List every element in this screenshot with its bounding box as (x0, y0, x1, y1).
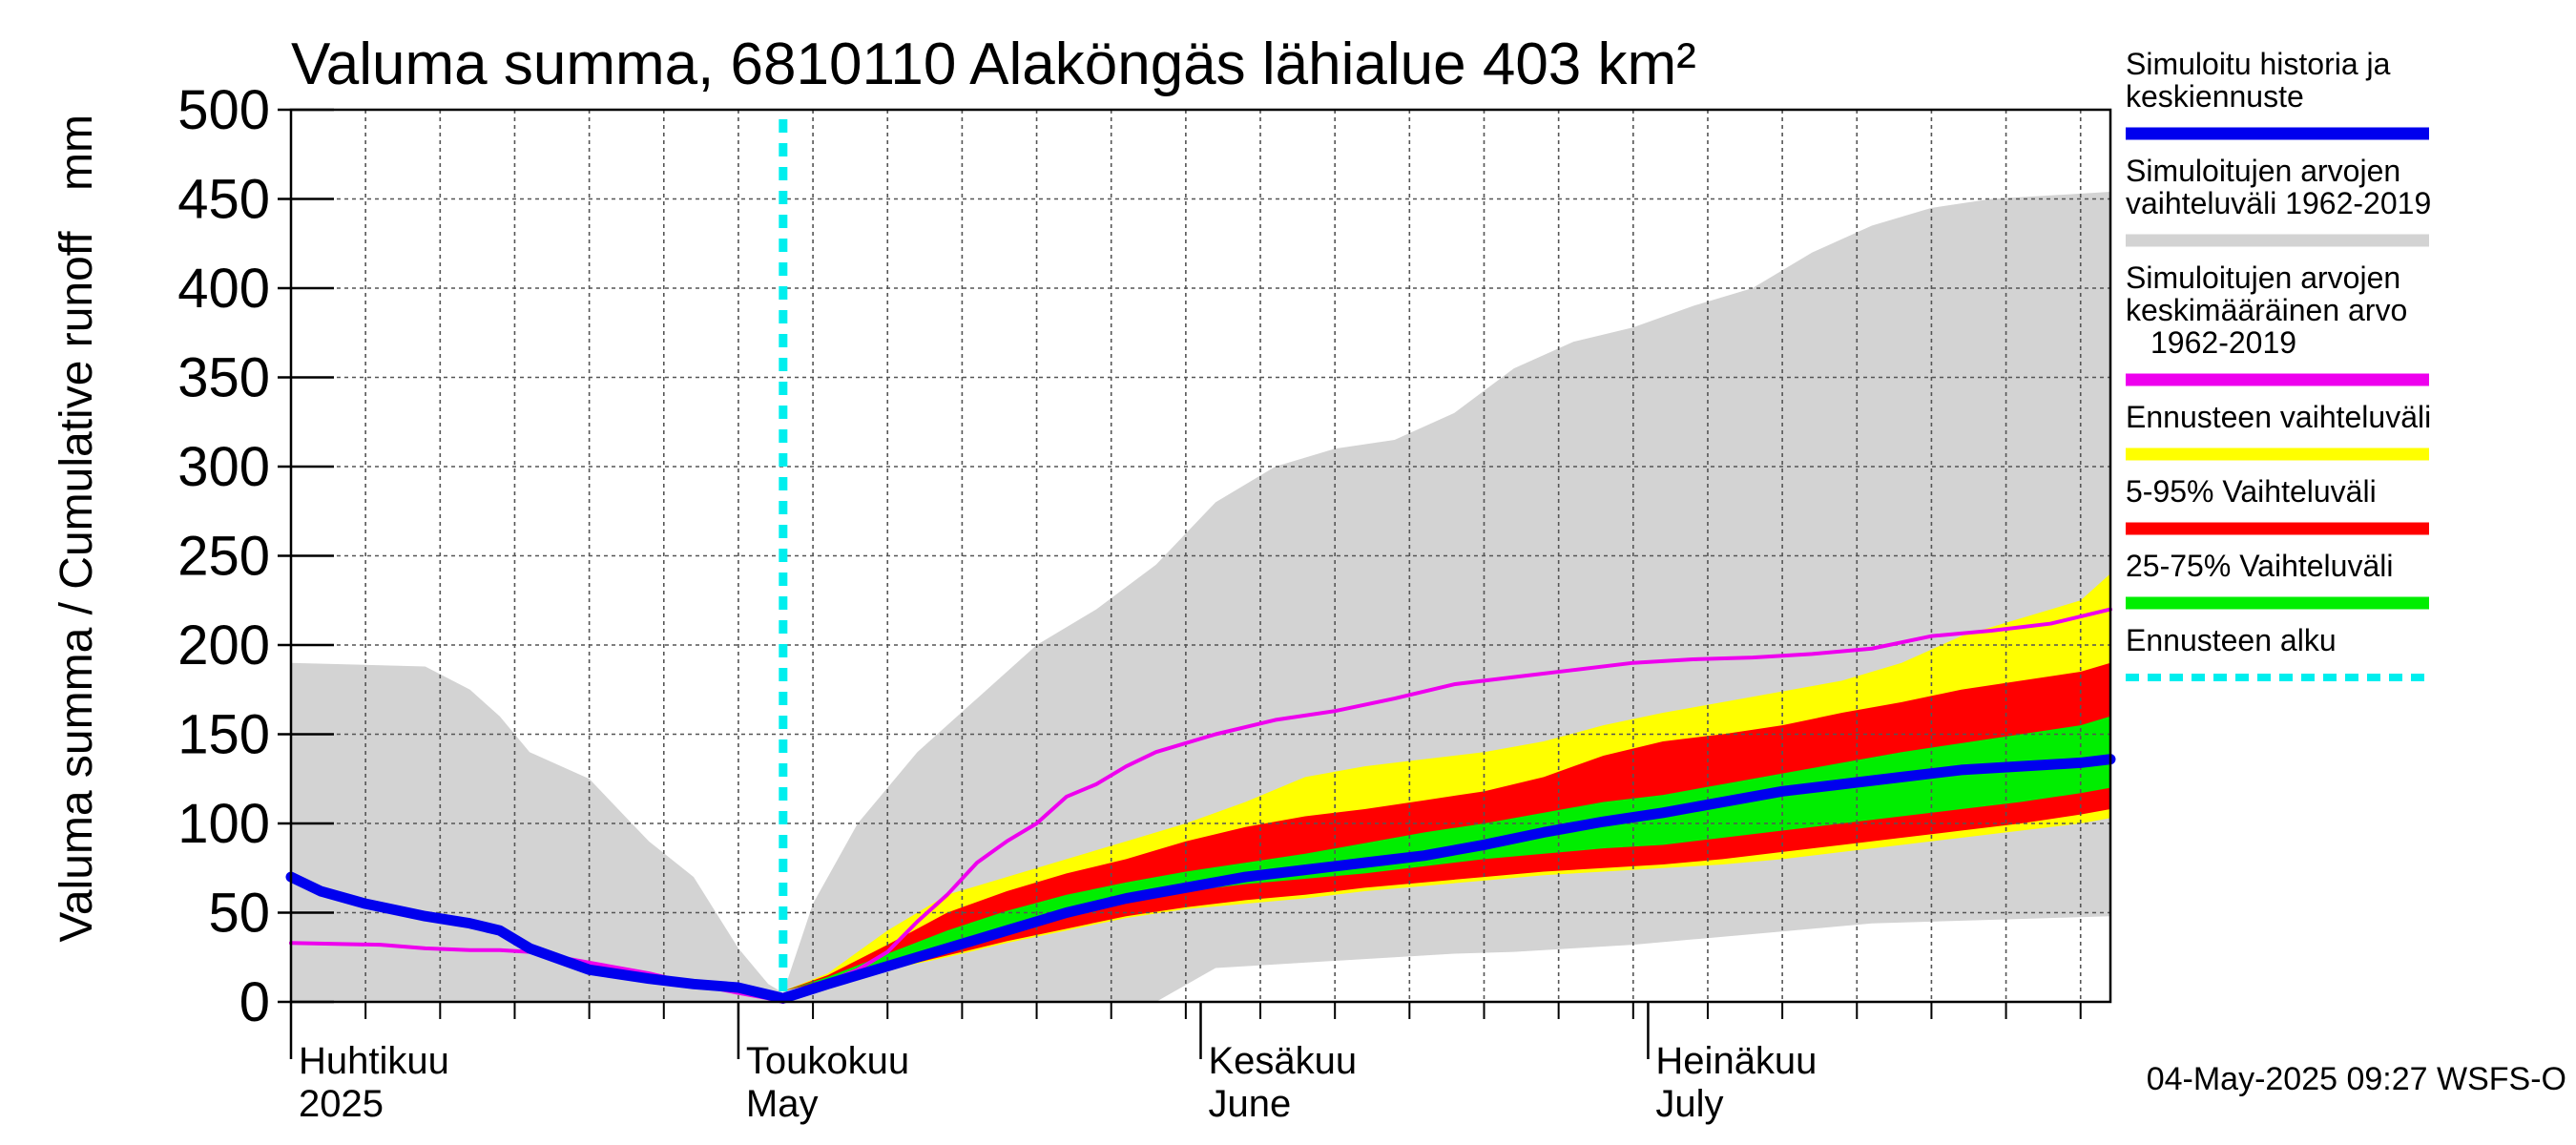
y-tick-label: 350 (177, 347, 270, 409)
chart-title: Valuma summa, 6810110 Alaköngäs lähialue… (291, 31, 1696, 97)
x-month-label-fi: Heinäkuu (1655, 1040, 1817, 1082)
y-tick-label: 400 (177, 258, 270, 320)
legend-label: vaihteluväli 1962-2019 (2126, 186, 2431, 220)
y-axis-unit: mm (52, 114, 102, 191)
legend-label: Ennusteen alku (2126, 623, 2337, 657)
y-tick-label: 50 (208, 883, 270, 945)
y-axis-title: Valuma summa / Cumulative runoff (52, 231, 102, 943)
x-month-label-fi: Kesäkuu (1209, 1040, 1358, 1082)
line-simuloitujen-arvojen-keskim-r-inen-arvo-1962-2019 (289, 607, 2112, 1004)
legend-label: keskimääräinen arvo (2126, 293, 2407, 327)
x-month-label-fi: Toukokuu (746, 1040, 909, 1082)
y-tick-label: 450 (177, 169, 270, 231)
line-simuloitu-historia-ja-keskiennuste (285, 754, 2116, 1004)
x-month-label-en: June (1209, 1083, 1292, 1125)
y-tick-label: 500 (177, 79, 270, 141)
legend-label: Simuloitujen arvojen (2126, 260, 2400, 295)
x-month-label-en: July (1655, 1083, 1723, 1125)
timestamp: 04-May-2025 09:27 WSFS-O (2147, 1061, 2566, 1097)
y-tick-label: 200 (177, 614, 270, 677)
legend-label: Ennusteen vaihteluväli (2126, 400, 2431, 434)
legend-label: keskiennuste (2126, 79, 2304, 114)
band-5-95-vaihteluv-li (782, 662, 2110, 991)
x-month-label-en: 2025 (299, 1083, 384, 1125)
y-tick-label: 300 (177, 436, 270, 498)
y-tick-label: 100 (177, 793, 270, 855)
y-tick-label: 250 (177, 526, 270, 588)
x-month-label-en: May (746, 1083, 819, 1125)
legend-label: 1962-2019 (2150, 325, 2296, 360)
legend-label: Simuloitujen arvojen (2126, 154, 2400, 188)
legend-label: Simuloitu historia ja (2126, 47, 2391, 81)
legend-label: 5-95% Vaihteluväli (2126, 474, 2377, 509)
y-tick-label: 150 (177, 704, 270, 766)
legend-label: 25-75% Vaihteluväli (2126, 549, 2393, 583)
x-month-label-fi: Huhtikuu (299, 1040, 449, 1082)
y-tick-label: 0 (239, 971, 270, 1033)
